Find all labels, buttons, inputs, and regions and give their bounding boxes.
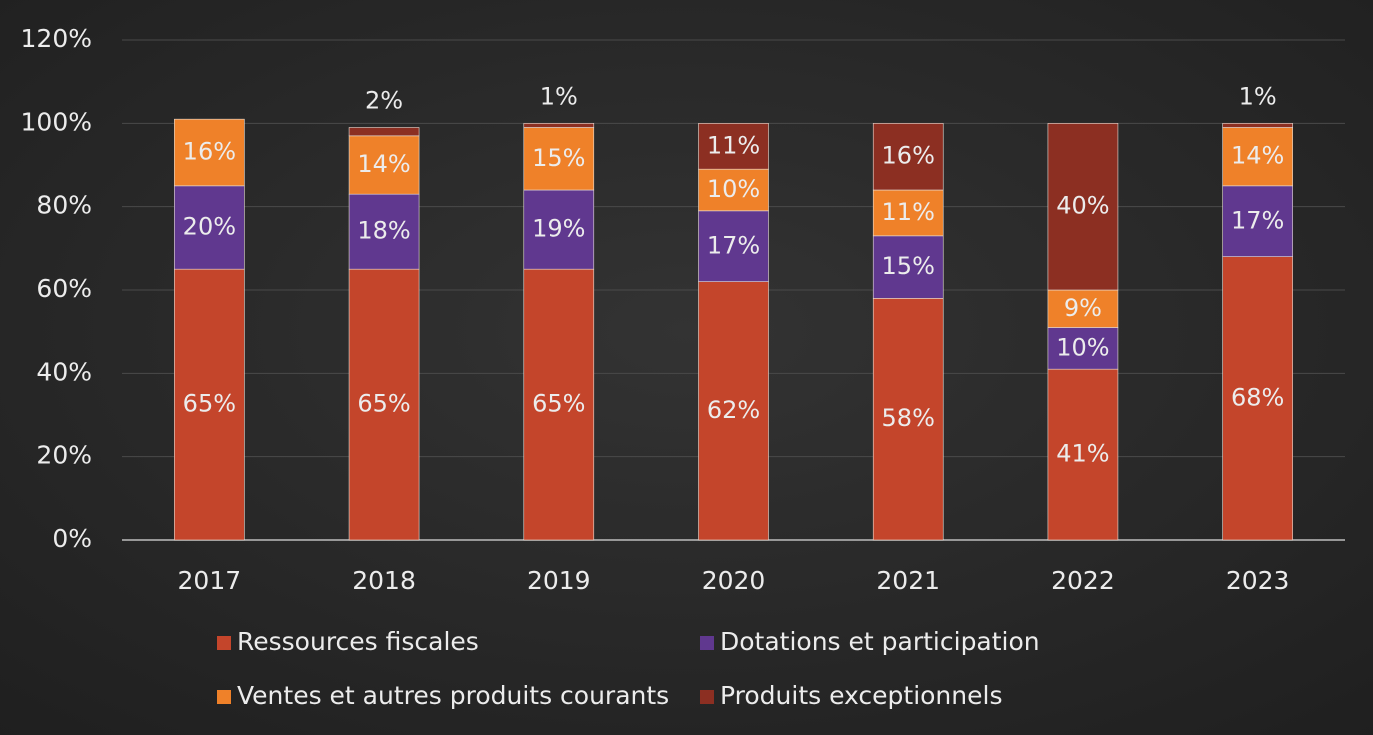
legend-label: Ventes et autres produits courants: [237, 681, 669, 710]
y-tick-label: 20%: [36, 441, 92, 470]
data-label: 65%: [532, 390, 585, 418]
data-label: 41%: [1056, 440, 1109, 468]
bar-segment: [348, 135, 420, 195]
data-label: 10%: [707, 175, 760, 203]
data-label: 14%: [357, 150, 410, 178]
bar-segment: [698, 210, 769, 282]
data-label: 17%: [707, 231, 760, 259]
y-tick-label: 60%: [36, 274, 92, 303]
data-label: 20%: [183, 213, 236, 241]
legend-swatch: [700, 690, 714, 704]
data-label: 65%: [183, 390, 236, 418]
data-label: 10%: [1056, 333, 1109, 361]
bar-segment: [872, 189, 944, 237]
legend-swatch: [217, 690, 231, 704]
bar-segment: [348, 127, 420, 137]
legend-label: Ressources fiscales: [237, 627, 479, 656]
bar-segment: [523, 189, 595, 270]
data-label: 11%: [707, 131, 760, 159]
legend-label: Dotations et participation: [720, 627, 1040, 656]
y-tick-label: 100%: [21, 107, 92, 136]
y-tick-label: 0%: [52, 524, 92, 553]
legend-label: Produits exceptionnels: [720, 681, 1002, 710]
legend-swatch: [700, 636, 714, 650]
data-label: 11%: [882, 198, 935, 226]
data-label: 14%: [1231, 142, 1284, 170]
bar-segment: [348, 268, 420, 541]
data-label: 1%: [540, 82, 578, 110]
bar-segment: [1047, 289, 1119, 328]
data-label: 40%: [1056, 192, 1109, 220]
bar-segment: [1047, 123, 1119, 291]
y-tick-label: 120%: [21, 24, 92, 53]
data-label: 16%: [882, 142, 935, 170]
bar-segment: [1222, 123, 1293, 128]
data-label: 15%: [532, 144, 585, 172]
y-tick-label: 80%: [36, 191, 92, 220]
data-label: 1%: [1239, 82, 1277, 110]
x-tick-label: 2021: [876, 566, 940, 595]
bar-segment: [1222, 127, 1293, 187]
data-label: 9%: [1064, 294, 1102, 322]
bar-segment: [698, 168, 769, 212]
data-label: 65%: [357, 390, 410, 418]
x-tick-label: 2017: [178, 566, 242, 595]
bar-segment: [523, 123, 595, 128]
data-label: 18%: [357, 217, 410, 245]
y-tick-label: 40%: [36, 357, 92, 386]
bar-segment: [523, 268, 595, 541]
bar-segment: [698, 281, 769, 541]
data-label: 19%: [532, 215, 585, 243]
bar-segment: [174, 118, 245, 187]
data-label: 68%: [1231, 383, 1284, 411]
x-tick-label: 2023: [1226, 566, 1290, 595]
bar-segment: [1222, 185, 1293, 257]
data-label: 17%: [1231, 206, 1284, 234]
data-label: 2%: [365, 87, 403, 115]
bar-segment: [1222, 256, 1293, 541]
data-label: 16%: [183, 138, 236, 166]
bar-segment: [523, 127, 595, 191]
x-tick-label: 2019: [527, 566, 591, 595]
bar-segment: [348, 193, 420, 270]
bar-segment: [1047, 368, 1119, 541]
bar-segment: [698, 123, 769, 170]
data-label: 15%: [882, 252, 935, 280]
data-label: 62%: [707, 396, 760, 424]
x-tick-label: 2020: [702, 566, 766, 595]
bar-segment: [872, 123, 944, 191]
data-label: 58%: [882, 404, 935, 432]
legend-swatch: [217, 636, 231, 650]
x-tick-label: 2018: [352, 566, 416, 595]
x-tick-label: 2022: [1051, 566, 1115, 595]
bar-segment: [174, 185, 245, 270]
